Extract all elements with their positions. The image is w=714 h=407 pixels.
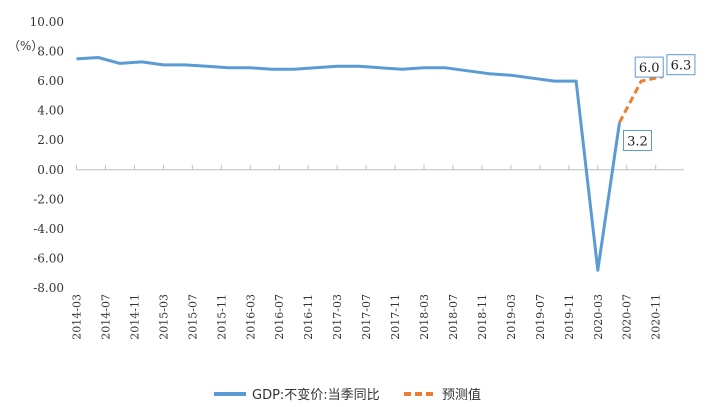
x-tick-label: 2018-03 bbox=[418, 294, 431, 340]
data-label-box bbox=[634, 56, 664, 78]
x-tick-label: 2014-03 bbox=[71, 294, 84, 340]
y-tick-label: -8.00 bbox=[33, 281, 64, 295]
data-labels: 3.2 6.0 6.3 bbox=[623, 54, 696, 151]
y-tick-label: -4.00 bbox=[33, 222, 64, 236]
legend: GDP:不变价:当季同比 预测值 bbox=[214, 387, 481, 403]
x-tick-label: 2019-11 bbox=[563, 294, 576, 340]
data-label-box bbox=[623, 129, 652, 151]
y-axis-ticks: 10.00 8.00 6.00 4.00 2.00 0.00 -2.00 -4.00 -6.00… bbox=[30, 15, 64, 295]
x-tick-label: 2020-07 bbox=[621, 294, 634, 340]
data-label: 3.2 bbox=[627, 134, 648, 149]
y-tick-label: 6.00 bbox=[37, 74, 64, 88]
x-tick-label: 2017-07 bbox=[360, 294, 373, 340]
x-tick-label: 2019-03 bbox=[505, 294, 518, 340]
legend-label-gdp: GDP:不变价:当季同比 bbox=[252, 387, 380, 403]
y-tick-label: 2.00 bbox=[37, 133, 64, 147]
gdp-line bbox=[76, 56, 621, 272]
x-tick-label: 2014-07 bbox=[99, 294, 112, 340]
x-tick-label: 2018-11 bbox=[476, 294, 489, 340]
y-unit-label: （%） bbox=[8, 39, 43, 53]
y-tick-label: 8.00 bbox=[37, 45, 64, 59]
x-tick-label: 2015-11 bbox=[215, 294, 228, 340]
x-tick-label: 2016-11 bbox=[302, 294, 315, 340]
x-tick-label: 2019-07 bbox=[534, 294, 547, 340]
legend-label-forecast: 预测值 bbox=[442, 387, 481, 403]
x-tick-label: 2016-03 bbox=[244, 294, 257, 340]
data-label-box bbox=[666, 54, 696, 76]
x-tick-label: 2020-03 bbox=[592, 294, 605, 340]
y-tick-label: -6.00 bbox=[33, 251, 64, 265]
x-tick-label: 2020-11 bbox=[650, 294, 663, 340]
x-axis-ticks: 2014-03 2014-07 2014-11 2015-03 2015-07 2015-… bbox=[71, 164, 663, 340]
x-tick-label: 2016-07 bbox=[273, 294, 286, 340]
x-tick-label: 2017-11 bbox=[389, 294, 402, 340]
x-tick-label: 2014-11 bbox=[128, 294, 141, 340]
forecast-line bbox=[618, 75, 664, 124]
y-tick-label: 4.00 bbox=[37, 104, 64, 118]
data-label: 6.3 bbox=[671, 59, 692, 74]
data-label: 6.0 bbox=[639, 61, 660, 76]
series-lines bbox=[76, 56, 664, 272]
x-tick-label: 2015-07 bbox=[186, 294, 199, 340]
x-tick-label: 2018-07 bbox=[447, 294, 460, 340]
y-tick-label: -2.00 bbox=[33, 192, 64, 206]
y-tick-label: 0.00 bbox=[37, 163, 64, 177]
y-tick-label: 10.00 bbox=[30, 15, 64, 29]
x-tick-label: 2015-03 bbox=[157, 294, 170, 340]
x-tick-label: 2017-03 bbox=[331, 294, 344, 340]
